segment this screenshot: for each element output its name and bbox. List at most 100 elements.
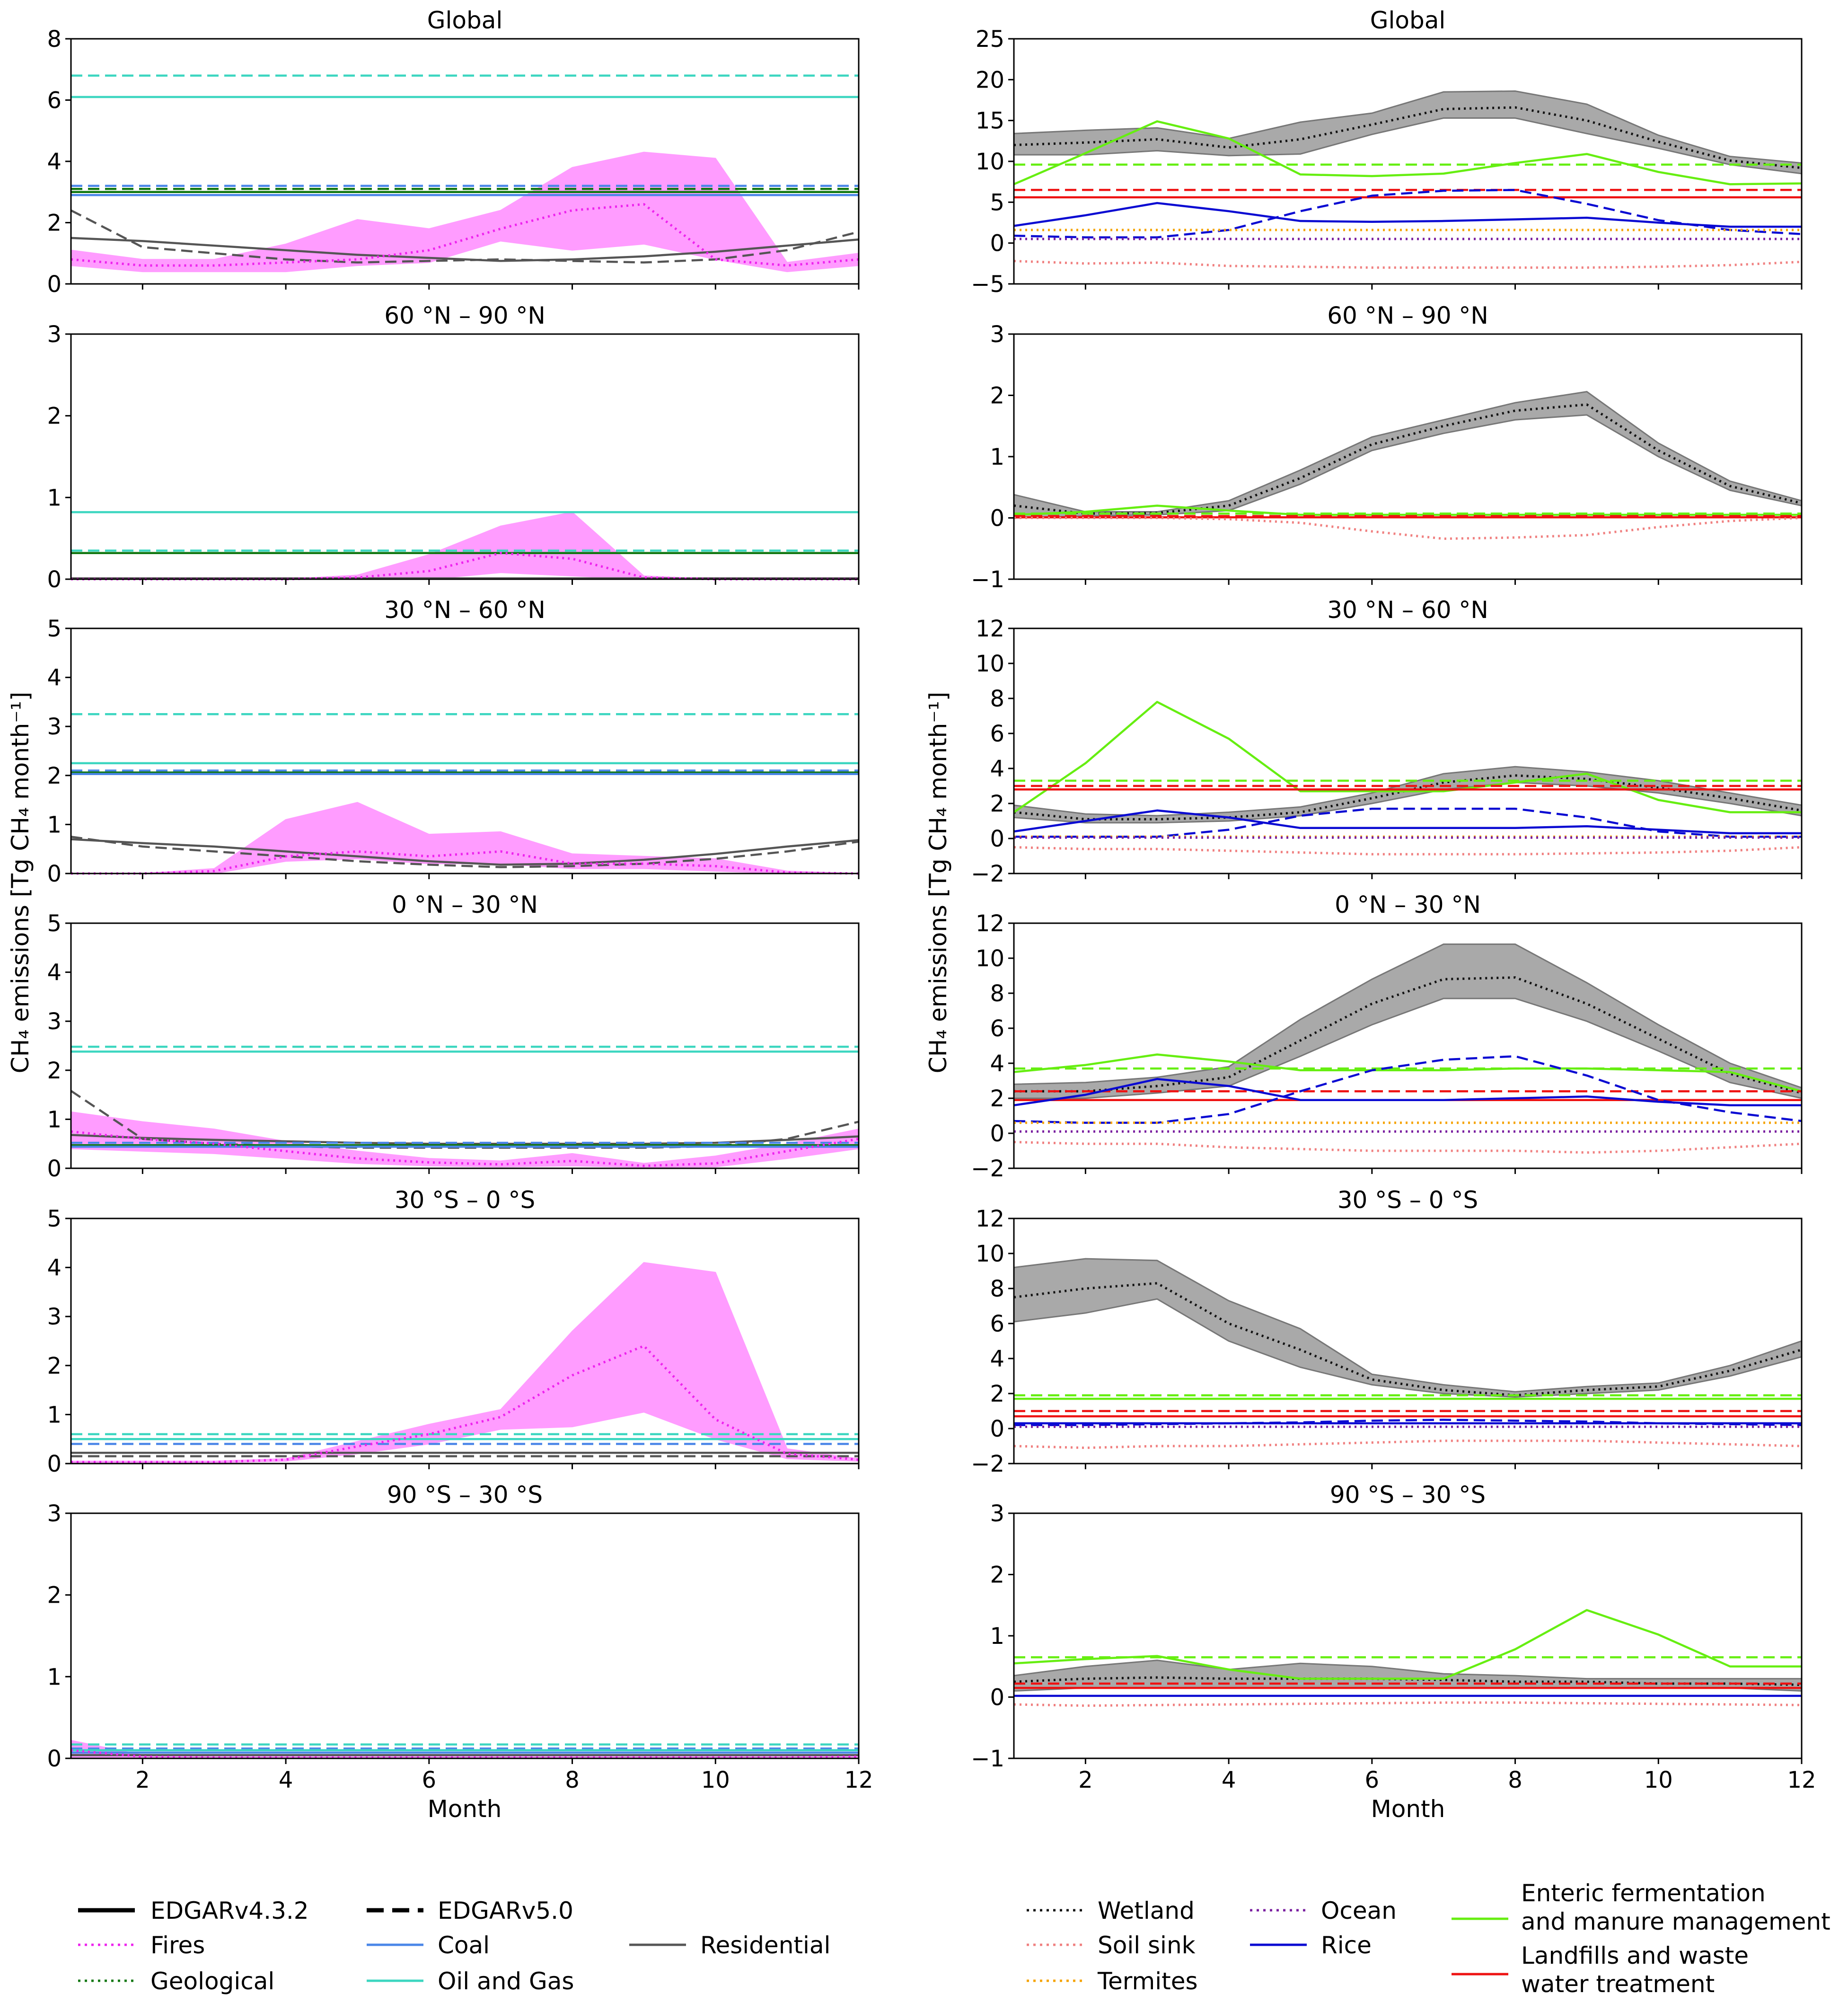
- plot-frame: [70, 333, 860, 580]
- panel-title: Global: [1370, 7, 1446, 34]
- y-tick-label: 0: [47, 861, 62, 887]
- legend-label-fires: Fires: [150, 1932, 205, 1959]
- panel-left-5: 0 1 2 3 4 5 30 °S – 0 °S: [47, 1186, 860, 1477]
- y-axis-label-right: CH₄ emissions [Tg CH₄ month⁻¹]: [924, 692, 952, 1073]
- x-tick-label: 8: [1508, 1767, 1522, 1793]
- y-tick-label: 2: [47, 763, 62, 789]
- series-rice-edgarv4-3-2: [1013, 202, 1802, 228]
- y-tick-label: 3: [47, 1304, 62, 1330]
- y-tick-label: −2: [971, 1156, 1004, 1182]
- plot-frame: [70, 627, 860, 874]
- y-tick-label: 2: [990, 1381, 1004, 1407]
- y-tick-label: 0: [47, 566, 62, 593]
- y-tick-label: 0: [47, 1156, 62, 1182]
- legend-label-residential: Residential: [700, 1932, 830, 1959]
- x-tick-label: 4: [1222, 1767, 1236, 1793]
- legend-label-edgar50: EDGARv5.0: [438, 1897, 573, 1924]
- series-enteric-fermentation-and-manure-management-edgarv4-3-2: [1013, 1609, 1802, 1680]
- y-tick-label: 4: [47, 149, 62, 175]
- panel-title: 90 °S – 30 °S: [387, 1481, 543, 1509]
- series-rice-edgarv5-0: [1013, 1055, 1802, 1124]
- panel-title: 0 °N – 30 °N: [1335, 891, 1481, 918]
- y-tick-label: 4: [990, 1050, 1004, 1077]
- series-rice-edgarv4-3-2: [1013, 809, 1802, 835]
- panel-left-3: 0 1 2 3 4 5 30 °N – 60 °N: [47, 596, 860, 887]
- x-axis-label-right: Month: [1371, 1795, 1445, 1823]
- x-tick-label: 6: [1365, 1767, 1380, 1793]
- y-tick-label: −5: [971, 271, 1004, 298]
- x-tick-label: 12: [1787, 1767, 1816, 1793]
- y-tick-label: 25: [976, 26, 1004, 53]
- legend-label-ocean: Ocean: [1321, 1897, 1397, 1924]
- panel-left-4: 0 1 2 3 4 5 0 °N – 30 °N: [47, 891, 860, 1182]
- y-tick-label: 0: [990, 826, 1004, 852]
- plot-frame: [70, 1218, 860, 1465]
- legend-label-coal: Coal: [438, 1932, 490, 1959]
- y-tick-label: 2: [47, 403, 62, 430]
- series-fires-mean: [70, 203, 859, 267]
- legend-label-edgar432: EDGARv4.3.2: [150, 1897, 309, 1924]
- series-soil-sink-mean: [1014, 517, 1802, 540]
- y-tick-label: 1: [47, 485, 62, 511]
- series-wetland-mean: [1013, 1282, 1802, 1397]
- plot-frame: [1013, 1218, 1803, 1465]
- panel-right-4: −2 0 2 4 6 8 10 12 0 °N – 30 °N: [971, 891, 1803, 1182]
- y-tick-label: −1: [971, 1746, 1004, 1772]
- y-tick-label: 1: [990, 1623, 1004, 1650]
- y-tick-label: 5: [47, 910, 62, 937]
- plot-frame: [1013, 922, 1803, 1169]
- y-tick-label: −2: [971, 861, 1004, 887]
- x-tick-label: 12: [844, 1767, 873, 1793]
- x-tick-label: 2: [135, 1767, 150, 1793]
- y-tick-label: 2: [990, 1562, 1004, 1588]
- legend-label-soil: Soil sink: [1098, 1932, 1196, 1959]
- y-tick-label: −1: [971, 566, 1004, 593]
- y-tick-label: 2: [47, 1058, 62, 1084]
- y-tick-label: 1: [47, 812, 62, 838]
- series-rice-edgarv5-0: [1013, 189, 1802, 238]
- y-tick-label: 6: [990, 1311, 1004, 1337]
- series-soil-sink-mean: [1013, 1439, 1802, 1449]
- legend-label-landfill-1: Landfills and waste: [1521, 1942, 1749, 1969]
- y-tick-label: 3: [47, 714, 62, 740]
- y-tick-label: 10: [976, 149, 1004, 175]
- series-enteric-fermentation-and-manure-management-edgarv4-3-2: [1013, 504, 1802, 516]
- y-tick-label: 4: [47, 665, 62, 691]
- panel-title: 30 °N – 60 °N: [1327, 596, 1488, 624]
- y-tick-label: 6: [47, 88, 62, 114]
- series-wetland-mean: [1013, 106, 1802, 169]
- legend-label-termites: Termites: [1097, 1968, 1198, 1995]
- panel-title: 30 °S – 0 °S: [395, 1186, 536, 1214]
- y-tick-label: 0: [990, 230, 1004, 257]
- y-tick-label: 15: [976, 108, 1004, 134]
- panel-title: 60 °N – 90 °N: [1327, 302, 1488, 329]
- y-tick-label: 2: [990, 791, 1004, 817]
- panel-title: 90 °S – 30 °S: [1330, 1481, 1486, 1509]
- y-tick-label: 3: [990, 1500, 1004, 1527]
- y-tick-label: 1: [47, 1106, 62, 1133]
- y-tick-label: 4: [990, 756, 1004, 782]
- panel-right-2: −1 0 1 2 3 60 °N – 90 °N: [971, 302, 1803, 593]
- series-residential-edgarv4-3-2: [70, 838, 859, 866]
- series-residential-edgarv5-0: [70, 209, 859, 264]
- y-tick-label: 0: [990, 1416, 1004, 1442]
- legend-label-geological: Geological: [150, 1968, 274, 1995]
- y-tick-label: 3: [47, 321, 62, 348]
- series-fires-mean: [70, 1749, 859, 1759]
- x-tick-label: 6: [422, 1767, 437, 1793]
- y-tick-label: 1: [47, 1664, 62, 1690]
- legend-label-wetland: Wetland: [1098, 1897, 1195, 1924]
- y-tick-label: 2: [47, 1582, 62, 1609]
- y-tick-label: 8: [990, 686, 1004, 712]
- panel-title: Global: [427, 7, 503, 34]
- panel-left-1: 0 2 4 6 8 Global: [47, 7, 860, 298]
- legend-label-enteric-2: and manure management: [1521, 1908, 1830, 1935]
- y-tick-label: 10: [976, 945, 1004, 972]
- y-tick-label: 1: [990, 444, 1004, 470]
- legend-left: EDGARv4.3.2 EDGARv5.0 Fires Coal Residen…: [78, 1897, 830, 1995]
- y-tick-label: 12: [976, 1206, 1004, 1232]
- y-tick-label: 0: [47, 1451, 62, 1477]
